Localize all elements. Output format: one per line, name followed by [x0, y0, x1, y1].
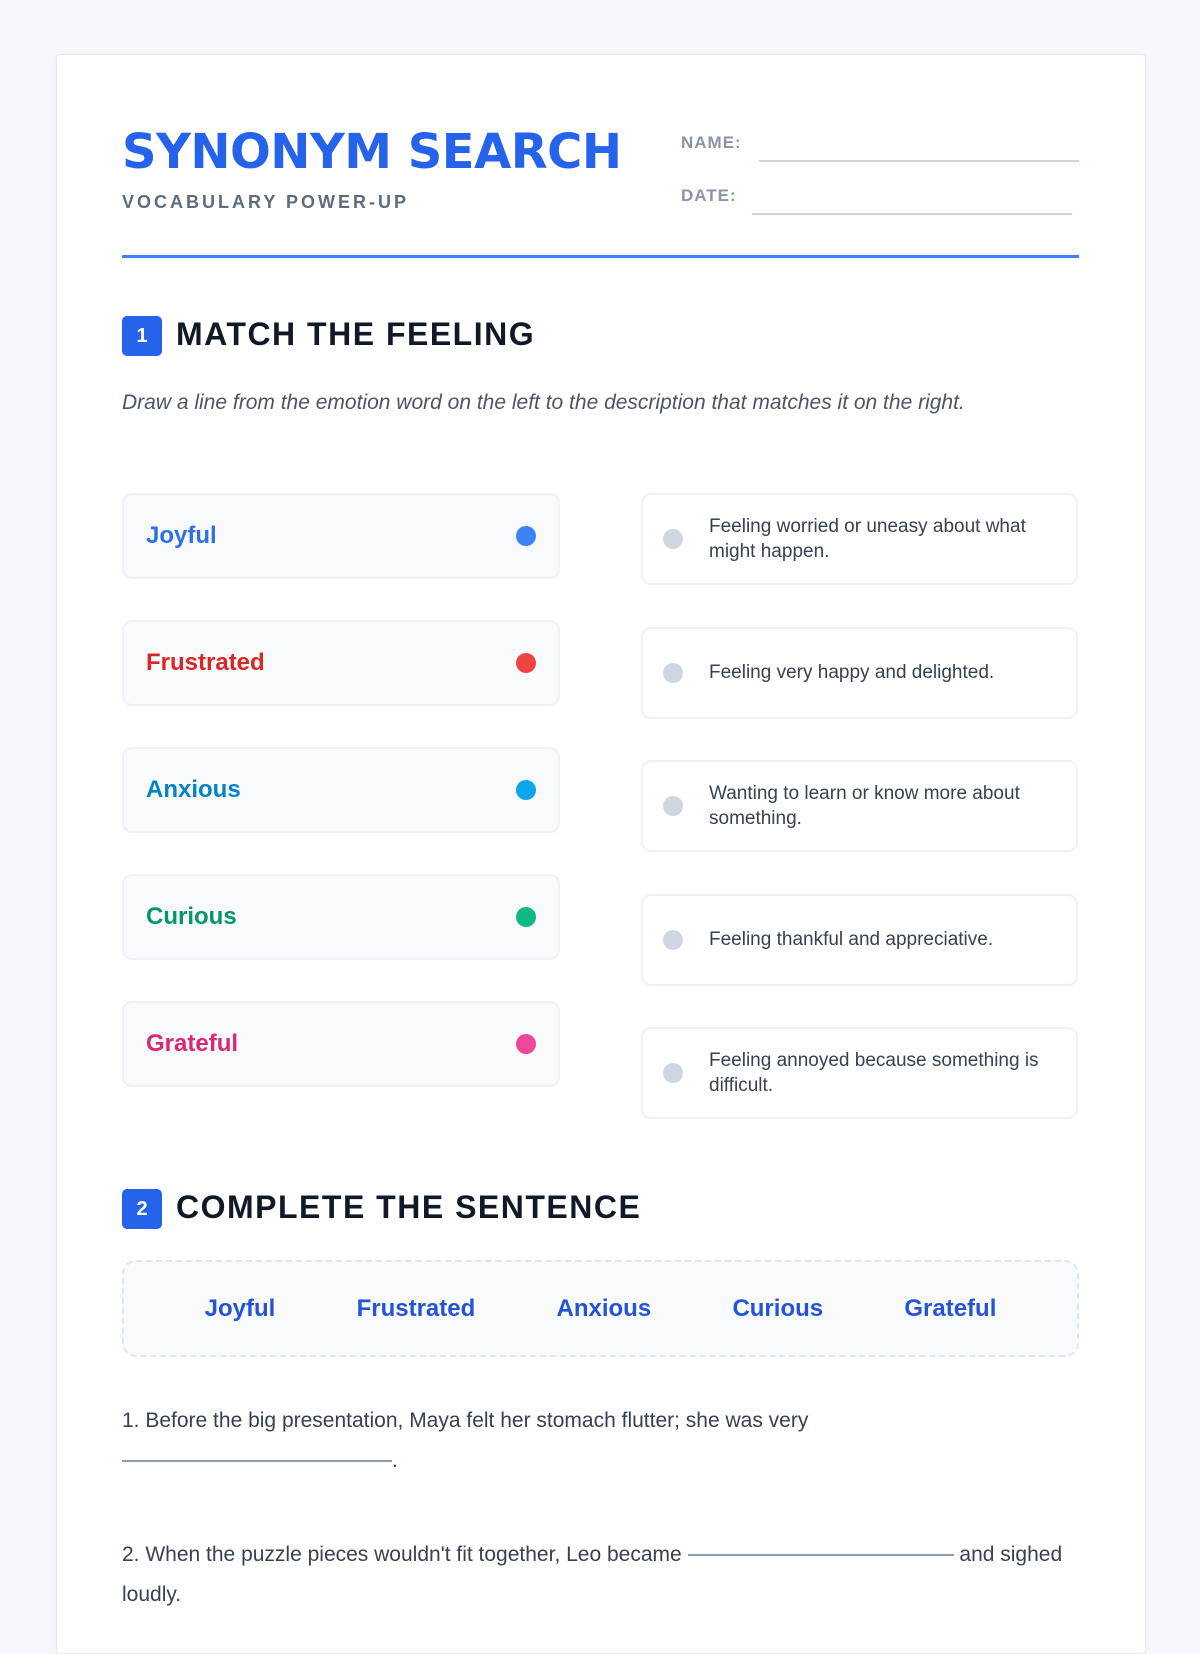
connector-dot[interactable]: [663, 1063, 683, 1083]
sentence-text: 2. When the puzzle pieces wouldn't fit t…: [122, 1543, 682, 1566]
connector-dot[interactable]: [516, 653, 536, 673]
worksheet-title: SYNONYM SEARCH: [122, 124, 622, 180]
date-label: DATE:: [681, 186, 737, 205]
date-field[interactable]: [752, 213, 1072, 215]
emotion-word: Grateful: [146, 1030, 239, 1057]
connector-dot[interactable]: [516, 526, 536, 546]
description-box[interactable]: Feeling very happy and delighted.: [641, 626, 1078, 719]
worksheet-subtitle: VOCABULARY POWER-UP: [122, 192, 410, 212]
emotion-word: Anxious: [146, 776, 241, 803]
worksheet-card: [56, 54, 1146, 1654]
description-text: Wanting to learn or know more about some…: [709, 783, 1020, 829]
word-bank: Joyful Frustrated Anxious Curious Grateful: [122, 1260, 1079, 1357]
sentence-text: .: [392, 1449, 398, 1472]
word-bank-item: Frustrated: [356, 1294, 476, 1322]
section-title: MATCH THE FEELING: [176, 316, 536, 352]
connector-dot[interactable]: [663, 929, 683, 950]
connector-dot[interactable]: [663, 796, 683, 816]
description-text: Feeling worried or uneasy about what mig…: [709, 516, 1026, 562]
connector-dot[interactable]: [516, 907, 536, 927]
emotion-word: Joyful: [146, 522, 217, 549]
connector-dot[interactable]: [663, 662, 683, 683]
section-title: COMPLETE THE SENTENCE: [176, 1189, 642, 1225]
connector-dot[interactable]: [516, 780, 536, 800]
description-box[interactable]: Feeling thankful and appreciative.: [641, 893, 1078, 986]
name-field[interactable]: [759, 160, 1079, 162]
description-text: Feeling thankful and appreciative.: [709, 929, 994, 950]
description-text: Feeling very happy and delighted.: [709, 662, 995, 683]
description-text: Feeling annoyed because something is dif…: [709, 1050, 1039, 1096]
sentence-2: 2. When the puzzle pieces wouldn't fit t…: [122, 1535, 1082, 1615]
header-divider: [122, 255, 1079, 258]
description-box[interactable]: Feeling annoyed because something is dif…: [641, 1027, 1078, 1119]
emotion-word: Curious: [146, 903, 237, 930]
emotion-word-box[interactable]: Curious: [122, 874, 560, 960]
emotion-word-box[interactable]: Frustrated: [122, 620, 560, 706]
sentence-1: 1. Before the big presentation, Maya fel…: [122, 1401, 1082, 1481]
word-bank-item: Joyful: [204, 1294, 276, 1322]
emotion-word-box[interactable]: Grateful: [122, 1001, 560, 1087]
emotion-word: Frustrated: [146, 649, 265, 676]
emotion-word-box[interactable]: Anxious: [122, 747, 560, 833]
sentence-text: 1. Before the big presentation, Maya fel…: [122, 1409, 809, 1432]
connector-dot[interactable]: [663, 529, 683, 549]
description-box[interactable]: Wanting to learn or know more about some…: [641, 760, 1078, 852]
answer-blank[interactable]: [687, 1554, 954, 1557]
word-bank-item: Curious: [732, 1294, 824, 1322]
description-box[interactable]: Feeling worried or uneasy about what mig…: [641, 493, 1078, 585]
emotion-word-box[interactable]: Joyful: [122, 493, 560, 579]
connector-dot[interactable]: [516, 1034, 536, 1054]
word-bank-item: Grateful: [904, 1294, 997, 1322]
section-number-badge: 2: [122, 1189, 162, 1229]
name-label: NAME:: [681, 133, 742, 152]
section-number-badge: 1: [122, 316, 162, 356]
word-bank-item: Anxious: [556, 1294, 652, 1322]
answer-blank[interactable]: [122, 1460, 392, 1463]
instructions: Draw a line from the emotion word on the…: [122, 391, 965, 414]
